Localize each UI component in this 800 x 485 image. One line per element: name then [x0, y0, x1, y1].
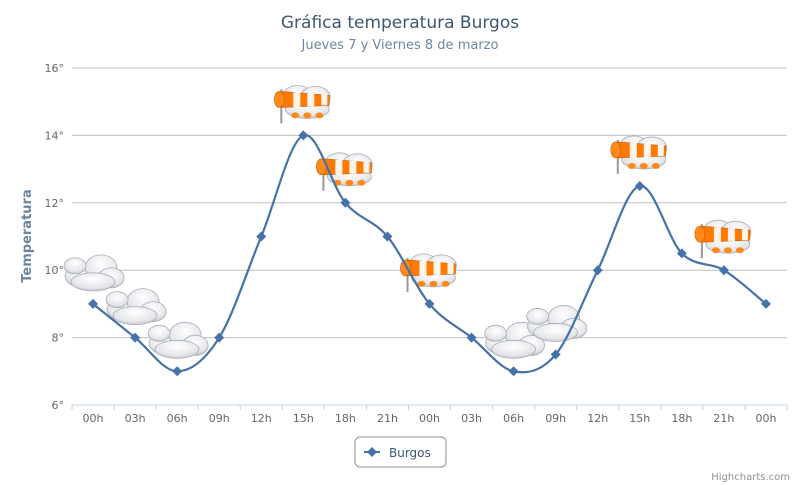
- y-axis: 6° 8° 10° 12° 14° 16°: [45, 62, 65, 412]
- data-point[interactable]: [718, 265, 729, 276]
- windsock-icon: [315, 151, 374, 192]
- y-tick-label: 12°: [45, 197, 65, 210]
- cloud-icon: [105, 288, 167, 326]
- y-tick-label: 8°: [52, 332, 65, 345]
- x-tick-label: 12h: [251, 412, 272, 425]
- data-point[interactable]: [340, 197, 351, 208]
- credits-link[interactable]: Highcharts.com: [711, 472, 790, 483]
- cloud-icon: [147, 321, 209, 359]
- legend-marker: [367, 447, 377, 457]
- x-tick-label: 12h: [587, 412, 608, 425]
- x-tick-label: 09h: [209, 412, 230, 425]
- data-point[interactable]: [424, 298, 435, 309]
- x-tick-label: 18h: [335, 412, 356, 425]
- weather-icons: [63, 84, 752, 359]
- y-tick-label: 10°: [45, 264, 65, 277]
- windsock-icon: [609, 134, 668, 175]
- x-tick-label: 03h: [125, 412, 146, 425]
- data-point[interactable]: [508, 366, 519, 377]
- windsock-icon: [273, 84, 332, 125]
- legend-item-burgos[interactable]: Burgos: [389, 446, 431, 460]
- data-point[interactable]: [550, 349, 561, 360]
- data-point[interactable]: [256, 231, 267, 242]
- windsock-icon: [693, 219, 752, 260]
- data-point[interactable]: [88, 298, 99, 309]
- data-point[interactable]: [130, 332, 141, 343]
- x-tick-label: 00h: [755, 412, 776, 425]
- chart-title: Gráfica temperatura Burgos: [281, 13, 519, 33]
- x-tick-label: 09h: [545, 412, 566, 425]
- cloud-icon: [526, 305, 588, 342]
- legend-box: [354, 436, 447, 468]
- y-tick-label: 16°: [45, 62, 65, 75]
- x-tick-label: 06h: [503, 412, 524, 425]
- data-point[interactable]: [298, 130, 309, 141]
- x-tick-label: 00h: [419, 412, 440, 425]
- x-tick-label: 15h: [293, 412, 314, 425]
- data-point[interactable]: [172, 366, 183, 377]
- data-point[interactable]: [382, 231, 393, 242]
- x-tick-label: 21h: [377, 412, 398, 425]
- data-point[interactable]: [760, 298, 771, 309]
- y-tick-label: 6°: [52, 399, 65, 412]
- x-tick-label: 18h: [671, 412, 692, 425]
- x-tick-label: 00h: [83, 412, 104, 425]
- data-point[interactable]: [592, 265, 603, 276]
- cloud-icon: [63, 254, 125, 292]
- x-axis: 00h 03h 06h 09h 12h 15h 18h 21h 00h 03h 06h 09h 12h 1…: [71, 404, 788, 425]
- x-tick-label: 21h: [713, 412, 734, 425]
- x-tick-label: 06h: [167, 412, 188, 425]
- data-point[interactable]: [466, 332, 477, 343]
- data-point[interactable]: [214, 332, 225, 343]
- x-tick-label: 15h: [629, 412, 650, 425]
- series-burgos: [88, 130, 771, 377]
- data-point[interactable]: [634, 180, 645, 191]
- legend[interactable]: Burgos: [354, 436, 447, 468]
- y-axis-title: Temperatura: [20, 189, 35, 282]
- data-point[interactable]: [676, 248, 687, 259]
- chart-subtitle: Jueves 7 y Viernes 8 de marzo: [301, 38, 499, 53]
- y-tick-label: 14°: [45, 129, 65, 142]
- x-tick-label: 03h: [461, 412, 482, 425]
